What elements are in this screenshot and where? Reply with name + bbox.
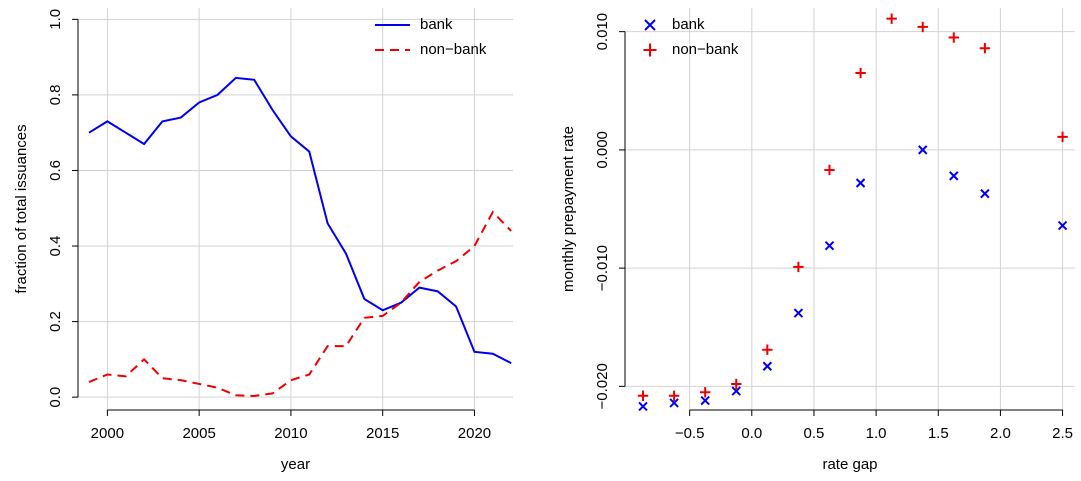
legend-swatch bbox=[643, 43, 657, 57]
point bbox=[1057, 220, 1068, 231]
point bbox=[668, 390, 680, 402]
point bbox=[917, 21, 928, 33]
x-tick-label: 1.0 bbox=[866, 425, 887, 442]
y-tick-label: 0.6 bbox=[47, 160, 64, 181]
x-tick-label: 2020 bbox=[458, 425, 491, 442]
point bbox=[855, 178, 866, 188]
line bbox=[88, 76, 512, 365]
x-tick-label: 1.5 bbox=[928, 425, 949, 442]
point bbox=[699, 387, 711, 398]
point bbox=[762, 361, 773, 371]
x-tick-label: −0.5 bbox=[675, 425, 705, 442]
legend-label: bank bbox=[420, 16, 453, 33]
legend-label: non−bank bbox=[672, 41, 739, 58]
point bbox=[731, 378, 742, 390]
point bbox=[886, 13, 897, 24]
point bbox=[949, 171, 959, 181]
point bbox=[793, 261, 804, 273]
point bbox=[824, 164, 835, 176]
x-tick-label: 2000 bbox=[91, 425, 124, 442]
point bbox=[762, 344, 773, 355]
x-tick-label: 2005 bbox=[182, 425, 215, 442]
y-tick-label: −0.020 bbox=[594, 363, 611, 409]
point bbox=[980, 188, 990, 199]
line bbox=[88, 210, 512, 398]
point bbox=[700, 395, 710, 406]
y-tick-label: 0.010 bbox=[594, 13, 611, 51]
legend-swatch bbox=[644, 19, 656, 31]
y-tick-label: 1.0 bbox=[47, 9, 64, 30]
x-tick-label: 2010 bbox=[274, 425, 307, 442]
y-tick-label: 0.2 bbox=[47, 311, 64, 332]
y-axis-label: fraction of total issuances bbox=[13, 124, 30, 293]
x-tick-label: 2.5 bbox=[1052, 425, 1073, 442]
x-axis-label: rate gap bbox=[822, 456, 877, 473]
x-tick-label: 2015 bbox=[366, 425, 399, 442]
legend-label: non−bank bbox=[420, 41, 487, 58]
point bbox=[824, 240, 835, 251]
point bbox=[638, 401, 648, 412]
x-tick-label: 0.5 bbox=[804, 425, 825, 442]
y-tick-label: −0.010 bbox=[594, 245, 611, 291]
x-axis-label: year bbox=[281, 456, 310, 473]
y-tick-label: 0.000 bbox=[594, 131, 611, 169]
point bbox=[1057, 131, 1068, 143]
point bbox=[979, 43, 991, 54]
point bbox=[637, 390, 649, 402]
y-tick-label: 0.0 bbox=[47, 387, 64, 408]
point bbox=[731, 386, 741, 396]
point bbox=[918, 145, 928, 155]
x-tick-label: 2.0 bbox=[990, 425, 1011, 442]
point bbox=[948, 32, 959, 43]
y-tick-label: 0.4 bbox=[47, 236, 64, 257]
point bbox=[793, 308, 804, 318]
y-axis-label: monthly prepayment rate bbox=[560, 126, 577, 292]
point bbox=[669, 398, 679, 408]
legend-label: bank bbox=[672, 16, 705, 33]
y-tick-label: 0.8 bbox=[47, 84, 64, 105]
point bbox=[855, 67, 866, 79]
x-tick-label: 0.0 bbox=[741, 425, 762, 442]
